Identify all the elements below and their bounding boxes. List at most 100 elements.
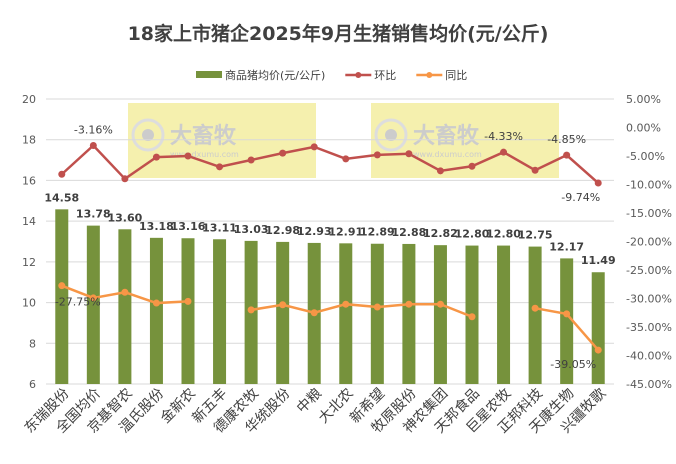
legend-marker: [355, 72, 362, 78]
legend-label: 同比: [445, 69, 467, 82]
series-point: [594, 179, 602, 187]
y-right-tick: -20.00%: [626, 236, 672, 249]
bar: [276, 241, 290, 384]
bar-data-label: 13.60: [107, 211, 142, 224]
bar-data-label: 12.80: [486, 228, 521, 241]
y-right-tick: -15.00%: [626, 207, 672, 220]
point-label: -3.16%: [74, 124, 113, 137]
series-point: [468, 162, 476, 170]
bar: [339, 243, 353, 384]
bar-data-label: 13.18: [139, 220, 174, 233]
bar-data-label: 12.80: [455, 228, 490, 241]
y-right-tick: 0.00%: [626, 122, 661, 135]
bar: [591, 272, 605, 384]
series-point: [531, 166, 539, 174]
series-point: [436, 167, 444, 175]
watermark-url: www.dxumu.com: [170, 150, 239, 159]
series-point: [184, 297, 192, 305]
y-right-tick: -35.00%: [626, 321, 672, 334]
bar-data-label: 11.49: [581, 254, 616, 267]
bar: [402, 243, 416, 384]
bar-data-label: 12.82: [423, 227, 458, 240]
point-label: -9.74%: [561, 191, 600, 204]
series-point: [342, 155, 350, 163]
series-point: [58, 282, 66, 290]
bar-data-label: 12.91: [328, 225, 363, 238]
y-right-tick: -45.00%: [626, 378, 672, 391]
bar-data-label: 12.88: [391, 226, 426, 239]
y-right-tick: -25.00%: [626, 264, 672, 277]
bar: [118, 229, 132, 384]
bar: [149, 237, 163, 384]
bar: [497, 245, 511, 384]
point-label: -4.85%: [547, 133, 586, 146]
series-point: [279, 149, 287, 157]
chart-title: 18家上市猪企2025年9月生猪销售均价(元/公斤): [128, 22, 549, 45]
watermark-text: 大畜牧: [413, 123, 480, 149]
series-point: [405, 150, 413, 158]
bar-data-label: 13.16: [171, 220, 206, 233]
series-point: [152, 153, 160, 161]
y-left-tick: 18: [22, 134, 36, 147]
series-point: [373, 303, 381, 311]
y-right-tick: -30.00%: [626, 293, 672, 306]
series-point: [310, 309, 318, 317]
legend-marker: [426, 72, 433, 78]
watermark-logo-icon: [131, 118, 165, 152]
x-tick-label: 大北农: [316, 386, 357, 427]
y-left-tick: 12: [22, 256, 36, 269]
series-point: [121, 175, 129, 183]
series-point: [279, 301, 287, 309]
bar: [181, 238, 195, 384]
series-point: [184, 152, 192, 160]
series-point: [247, 156, 255, 164]
x-tick-label: 金新农: [158, 386, 199, 427]
y-left-tick: 6: [29, 378, 36, 391]
watermark-url: www.dxumu.com: [413, 150, 482, 159]
series-point: [58, 170, 66, 178]
bar: [433, 245, 447, 384]
legend-swatch: [196, 71, 222, 78]
series-point: [436, 300, 444, 308]
series-point: [405, 300, 413, 308]
bar-data-label: 12.75: [518, 229, 553, 242]
legend-label: 商品猪均价(元/公斤): [225, 68, 325, 82]
series-point: [89, 294, 97, 302]
bar: [86, 225, 100, 384]
y-right-tick: -10.00%: [626, 179, 672, 192]
series-point: [89, 142, 97, 150]
watermark-text: 大畜牧: [170, 123, 237, 149]
series-point: [531, 304, 539, 312]
series-point: [373, 151, 381, 159]
point-label: -4.33%: [484, 130, 523, 143]
series-point: [563, 310, 571, 318]
bar-data-label: 12.98: [265, 224, 300, 237]
series-point: [342, 300, 350, 308]
watermark-logo-icon: [385, 129, 397, 141]
series-line: [60, 143, 600, 184]
series-point: [563, 151, 571, 159]
point-label: -39.05%: [550, 358, 596, 371]
series-point: [247, 306, 255, 314]
y-right-tick: 5.00%: [626, 93, 661, 106]
bar: [370, 243, 384, 384]
y-left-tick: 16: [22, 174, 36, 187]
bar: [528, 246, 542, 384]
series-point: [594, 346, 602, 354]
y-left-tick: 20: [22, 93, 36, 106]
series-point: [121, 288, 129, 296]
y-left-tick: 8: [29, 337, 36, 350]
y-left-tick: 10: [22, 297, 36, 310]
y-right-tick: -5.00%: [626, 150, 665, 163]
watermark-logo-icon: [374, 118, 408, 152]
series-point: [500, 148, 508, 156]
bar-data-label: 12.89: [360, 226, 395, 239]
bar-data-label: 13.11: [202, 221, 237, 234]
y-left-tick: 14: [22, 215, 36, 228]
series-point: [152, 299, 160, 307]
series-line: [250, 302, 473, 318]
bar-data-label: 12.93: [297, 225, 332, 238]
legend-label: 环比: [374, 69, 396, 82]
bar-data-label: 14.58: [44, 191, 79, 204]
